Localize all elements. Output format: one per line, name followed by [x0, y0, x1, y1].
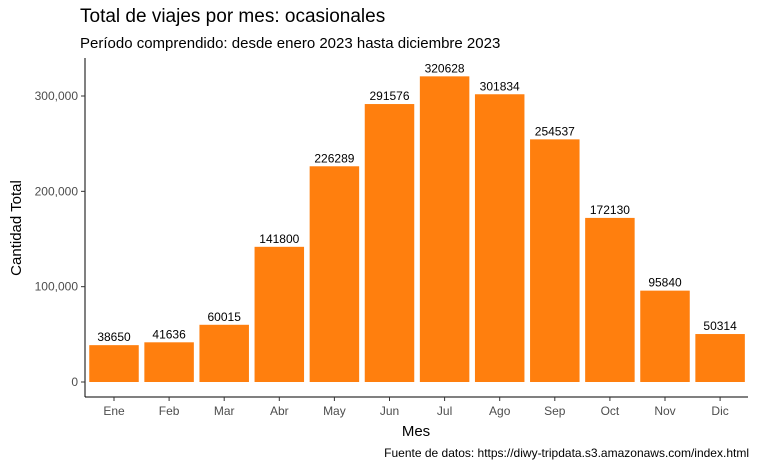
bar-oct: [585, 217, 635, 382]
x-tick-label-ago: Ago: [489, 404, 511, 418]
bar-mar: [199, 324, 249, 382]
x-axis-title: Mes: [402, 423, 430, 440]
x-tick-label-abr: Abr: [270, 404, 289, 418]
x-tick-label-feb: Feb: [159, 404, 180, 418]
x-tick-label-sep: Sep: [544, 404, 566, 418]
data-label-jun: 291576: [369, 89, 409, 103]
bar-ago: [474, 94, 525, 382]
data-label-feb: 41636: [152, 327, 186, 341]
data-labels-group: 38650 41636 60015 141800 226289 291576 320628 3…: [97, 61, 737, 344]
data-label-abr: 141800: [259, 232, 299, 246]
data-label-jul: 320628: [425, 61, 465, 75]
bar-dic: [695, 334, 745, 382]
bar-jul: [419, 76, 470, 382]
y-ticks-group: 0 100,000 200,000 300,000: [35, 89, 85, 389]
data-label-mar: 60015: [208, 310, 242, 324]
x-tick-label-jul: Jul: [437, 404, 452, 418]
x-tick-label-nov: Nov: [654, 404, 675, 418]
y-axis-title: Cantidad Total: [8, 180, 25, 276]
bar-abr: [254, 246, 305, 382]
axes-group: [84, 58, 748, 398]
y-tick-label: 100,000: [35, 280, 79, 294]
bars-group: [89, 76, 745, 383]
data-label-dic: 50314: [703, 319, 737, 333]
bar-feb: [144, 342, 194, 382]
chart-title: Total de viajes por mes: ocasionales: [80, 6, 386, 27]
data-label-may: 226289: [314, 151, 354, 165]
x-ticks-group: Ene Feb Mar Abr May Jun Jul Ago Sep Oct Nov Dic: [103, 397, 729, 418]
x-tick-label-may: May: [323, 404, 346, 418]
bar-may: [309, 166, 360, 382]
data-label-ene: 38650: [97, 330, 131, 344]
x-tick-label-oct: Oct: [601, 404, 620, 418]
data-label-nov: 95840: [648, 276, 682, 290]
y-tick-label: 0: [71, 375, 78, 389]
data-label-oct: 172130: [590, 203, 630, 217]
chart-caption: Fuente de datos: https://diwy-tripdata.s…: [384, 446, 749, 460]
x-tick-label-jun: Jun: [380, 404, 399, 418]
bar-jun: [364, 104, 415, 383]
data-label-ago: 301834: [480, 79, 520, 93]
y-tick-label: 200,000: [35, 184, 79, 198]
x-tick-label-ene: Ene: [103, 404, 125, 418]
y-tick-label: 300,000: [35, 89, 79, 103]
data-label-sep: 254537: [535, 124, 575, 138]
x-tick-label-mar: Mar: [214, 404, 235, 418]
x-tick-label-dic: Dic: [711, 404, 728, 418]
bar-ene: [89, 345, 139, 382]
bar-sep: [530, 139, 580, 382]
chart-subtitle: Período comprendido: desde enero 2023 ha…: [80, 35, 501, 52]
bar-nov: [640, 290, 690, 382]
